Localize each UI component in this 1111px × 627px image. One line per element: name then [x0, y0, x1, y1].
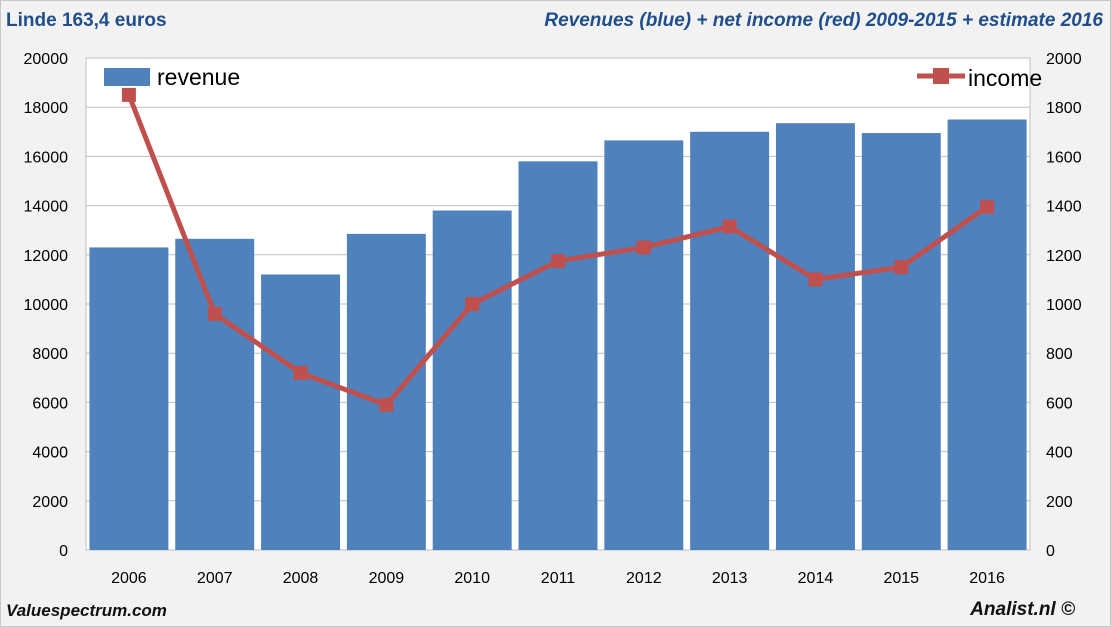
x-tick-label: 2008 — [283, 570, 319, 587]
revenue-bar — [261, 274, 341, 550]
x-tick-label: 2011 — [541, 570, 576, 587]
chart-right-title: Revenues (blue) + net income (red) 2009-… — [544, 10, 1103, 31]
y-left-tick-label: 16000 — [24, 149, 69, 166]
x-tick-label: 2013 — [712, 570, 748, 587]
income-point — [121, 87, 136, 102]
y-right-tick-label: 1000 — [1046, 297, 1082, 314]
legend-income-label: income — [968, 65, 1042, 91]
x-tick-label: 2016 — [969, 570, 1005, 587]
x-tick-label: 2007 — [197, 570, 233, 587]
y-left-tick-label: 8000 — [32, 346, 68, 363]
revenue-bar — [432, 210, 512, 550]
y-right-tick-label: 200 — [1046, 494, 1073, 511]
y-left-tick-label: 2000 — [32, 494, 68, 511]
y-right-tick-label: 1400 — [1046, 199, 1082, 216]
y-right-tick-label: 1600 — [1046, 149, 1082, 166]
income-point — [207, 306, 222, 321]
income-point — [293, 365, 308, 380]
revenue-bar — [690, 131, 770, 551]
footer-source: Valuespectrum.com — [6, 601, 167, 620]
legend-income-marker — [933, 68, 949, 84]
y-right-tick-label: 800 — [1046, 346, 1073, 363]
x-tick-label: 2015 — [883, 570, 919, 587]
income-point — [379, 397, 394, 412]
income-point — [636, 240, 651, 255]
y-left-tick-label: 18000 — [24, 100, 69, 117]
chart-left-title: Linde 163,4 euros — [6, 10, 167, 31]
income-point — [808, 272, 823, 287]
y-left-tick-label: 6000 — [32, 395, 68, 412]
footer-copyright: Analist.nl © — [970, 599, 1075, 620]
revenue-bar — [518, 161, 598, 550]
x-tick-label: 2006 — [111, 570, 147, 587]
y-left-tick-label: 20000 — [24, 51, 69, 68]
income-point — [980, 199, 995, 214]
income-point — [551, 253, 565, 268]
y-left-tick-label: 4000 — [32, 445, 68, 462]
y-right-tick-label: 600 — [1046, 395, 1073, 412]
x-tick-label: 2012 — [626, 570, 662, 587]
y-right-tick-label: 1800 — [1046, 100, 1082, 117]
y-right-tick-label: 1200 — [1046, 248, 1082, 265]
legend-revenue-swatch — [104, 68, 150, 86]
y-left-tick-label: 14000 — [24, 199, 69, 216]
y-left-tick-label: 0 — [59, 543, 68, 560]
revenue-bar — [861, 133, 941, 550]
revenue-bar — [175, 238, 255, 550]
income-point — [465, 297, 480, 311]
y-right-tick-label: 2000 — [1046, 51, 1082, 68]
income-point — [722, 219, 737, 234]
revenue-bar — [604, 140, 684, 550]
revenue-bar — [947, 119, 1027, 550]
legend-revenue-label: revenue — [157, 64, 240, 90]
revenue-bar — [346, 233, 426, 550]
y-left-tick-label: 12000 — [24, 248, 69, 265]
income-point — [894, 260, 909, 275]
y-right-tick-label: 400 — [1046, 445, 1073, 462]
revenue-bar — [89, 247, 169, 551]
y-left-tick-label: 10000 — [24, 297, 69, 314]
x-tick-label: 2009 — [369, 570, 405, 587]
x-tick-label: 2010 — [454, 570, 490, 587]
x-tick-label: 2014 — [798, 570, 834, 587]
revenue-bar — [775, 123, 855, 550]
y-right-tick-label: 0 — [1046, 543, 1055, 560]
